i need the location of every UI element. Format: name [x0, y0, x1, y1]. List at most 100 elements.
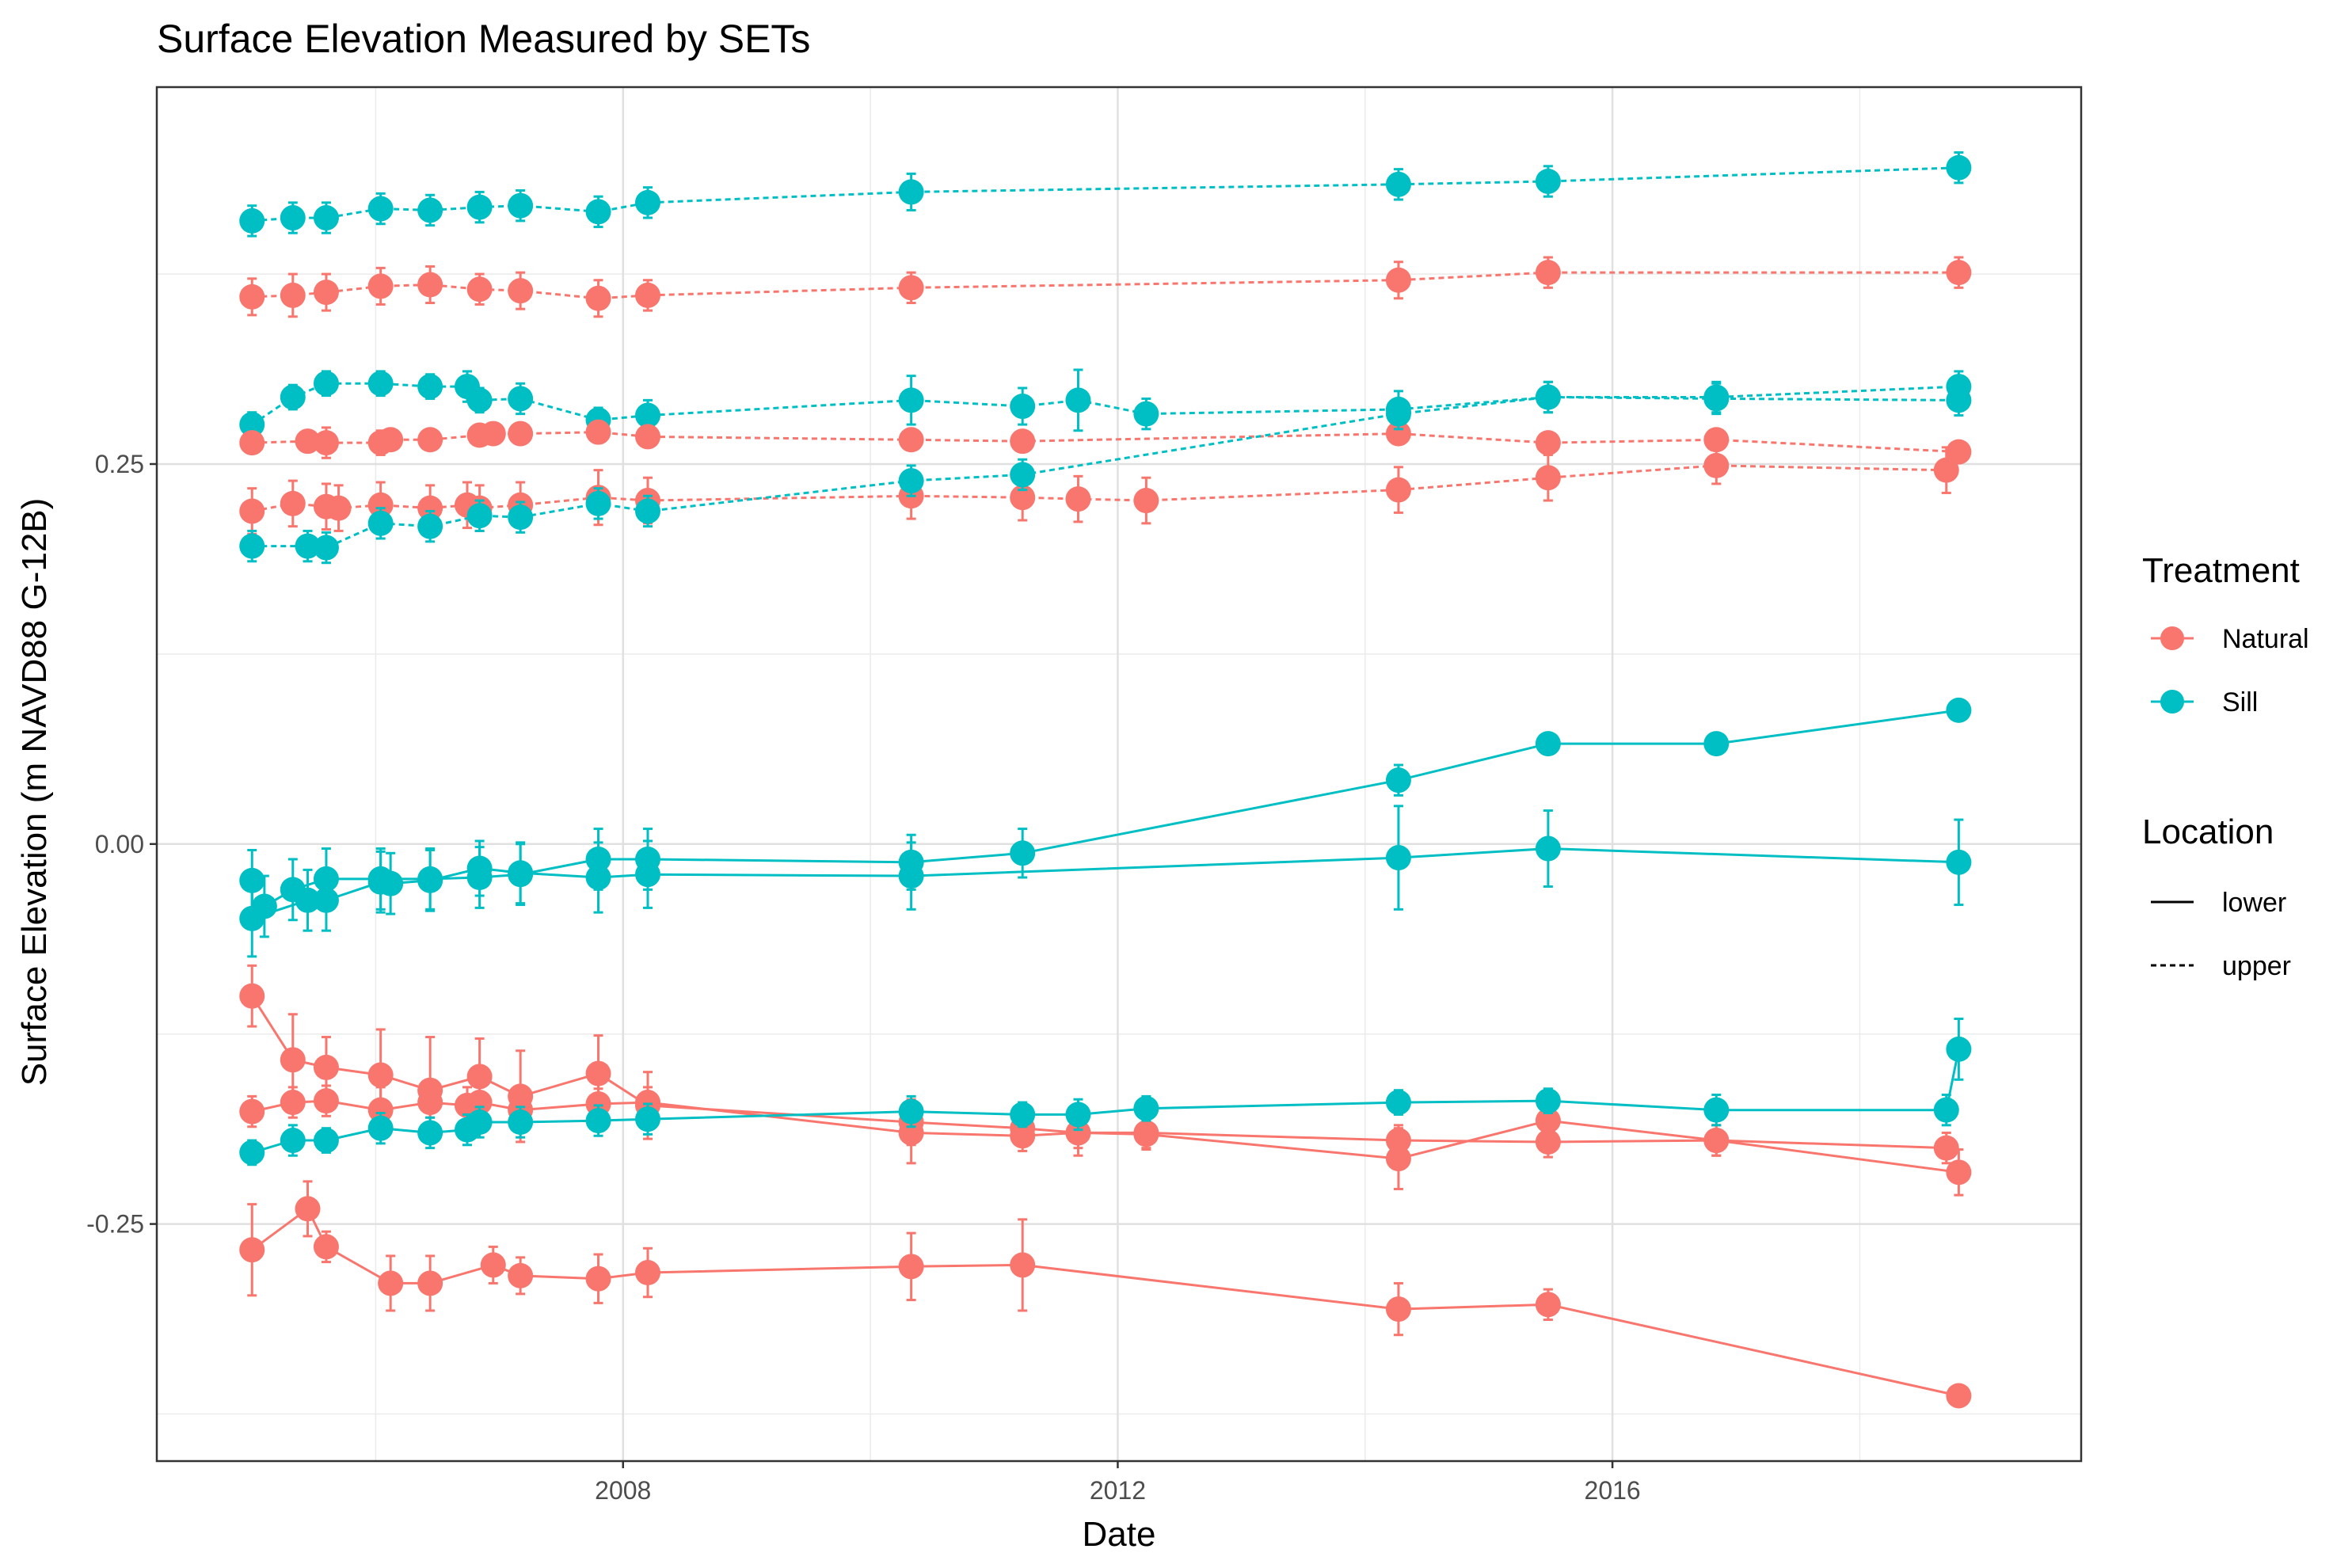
data-point	[898, 468, 924, 494]
data-point	[1010, 1123, 1036, 1149]
legend-location-title: Location	[2142, 813, 2274, 851]
series-sill-upper-5	[239, 370, 1972, 565]
series-natural-lower-11	[239, 1180, 1972, 1409]
data-point	[239, 498, 265, 524]
data-point	[508, 386, 534, 412]
data-point	[417, 513, 443, 539]
data-point	[634, 862, 660, 888]
data-point	[417, 1120, 443, 1146]
legend-treatment-title: Treatment	[2142, 551, 2300, 590]
data-point	[239, 983, 265, 1009]
series-sill-lower-10	[239, 1017, 1972, 1166]
data-point	[1065, 387, 1091, 413]
y-tick-label: 0.00	[95, 830, 144, 858]
data-point	[367, 492, 394, 518]
data-point	[313, 205, 339, 231]
data-point	[1385, 267, 1411, 293]
data-point	[239, 1140, 265, 1166]
data-point	[1933, 457, 1959, 483]
data-point	[898, 179, 924, 205]
data-point	[466, 194, 493, 220]
data-point	[1703, 1128, 1730, 1154]
data-point	[1946, 849, 1972, 875]
data-point	[1535, 1128, 1561, 1155]
legend-item-natural: Natural	[2151, 624, 2309, 654]
plot-border	[155, 86, 2083, 1463]
data-point	[280, 1090, 306, 1116]
legend-item-sill: Sill	[2151, 687, 2258, 717]
legend-label-upper: upper	[2222, 951, 2291, 981]
data-point	[1385, 1296, 1411, 1323]
data-point	[417, 374, 443, 400]
data-point	[898, 387, 924, 413]
data-point	[1065, 1120, 1091, 1146]
data-point	[1946, 439, 1972, 465]
data-point	[466, 855, 493, 881]
data-point	[367, 371, 394, 397]
data-point	[1385, 1090, 1411, 1116]
data-point	[1385, 401, 1411, 427]
data-point	[313, 1234, 339, 1260]
data-point	[1946, 260, 1972, 286]
data-point	[1946, 697, 1972, 723]
data-point	[1703, 384, 1730, 410]
data-point	[508, 192, 534, 219]
series-layer	[239, 151, 1972, 1409]
series-sill-lower-7	[239, 805, 1972, 958]
data-point	[1010, 428, 1036, 455]
data-point	[239, 1098, 265, 1125]
data-point	[508, 860, 534, 886]
data-point	[1946, 1383, 1972, 1409]
data-point	[280, 205, 306, 231]
data-point	[417, 272, 443, 298]
legend: Treatment Natural Sill Location lower up…	[2142, 551, 2309, 981]
y-tick-label: 0.25	[95, 450, 144, 478]
data-point	[313, 430, 339, 456]
data-point	[508, 278, 534, 304]
data-point	[1535, 260, 1561, 286]
y-tick-label: -0.25	[86, 1210, 144, 1239]
data-point	[1535, 1108, 1561, 1134]
data-point	[466, 503, 493, 529]
data-point	[1010, 1102, 1036, 1128]
data-point	[325, 495, 352, 521]
data-point	[417, 1090, 443, 1116]
data-point	[508, 1262, 534, 1288]
x-tick-label: 2016	[1585, 1476, 1641, 1505]
data-point	[1385, 767, 1411, 794]
data-point	[1010, 462, 1036, 488]
data-point	[585, 1060, 611, 1087]
data-point	[1385, 477, 1411, 503]
data-point	[1010, 840, 1036, 866]
data-point	[634, 402, 660, 428]
data-point	[1946, 374, 1972, 400]
legend-item-lower: lower	[2151, 888, 2286, 918]
data-point	[1065, 1102, 1091, 1128]
gridlines	[157, 87, 2081, 1461]
data-point	[466, 276, 493, 303]
data-point	[1010, 485, 1036, 511]
data-point	[1385, 845, 1411, 871]
data-point	[295, 1196, 321, 1222]
data-point	[1535, 1292, 1561, 1318]
legend-label-natural: Natural	[2222, 624, 2309, 654]
series-line	[251, 382, 1959, 426]
x-tick-label: 2008	[595, 1476, 651, 1505]
data-point	[1385, 1146, 1411, 1172]
data-point	[634, 1260, 660, 1286]
data-point	[1703, 452, 1730, 478]
data-point	[1133, 401, 1159, 427]
data-point	[634, 498, 660, 524]
data-point	[417, 495, 443, 521]
data-point	[239, 1237, 265, 1263]
data-point	[367, 1062, 394, 1088]
x-axis: 2008 2012 2016	[595, 1461, 1641, 1505]
data-point	[378, 870, 404, 896]
data-point	[1703, 731, 1730, 757]
data-point	[280, 1128, 306, 1154]
data-point	[239, 533, 265, 559]
data-point	[313, 1054, 339, 1080]
data-point	[1535, 430, 1561, 456]
data-point	[585, 1265, 611, 1292]
data-point	[367, 1097, 394, 1123]
